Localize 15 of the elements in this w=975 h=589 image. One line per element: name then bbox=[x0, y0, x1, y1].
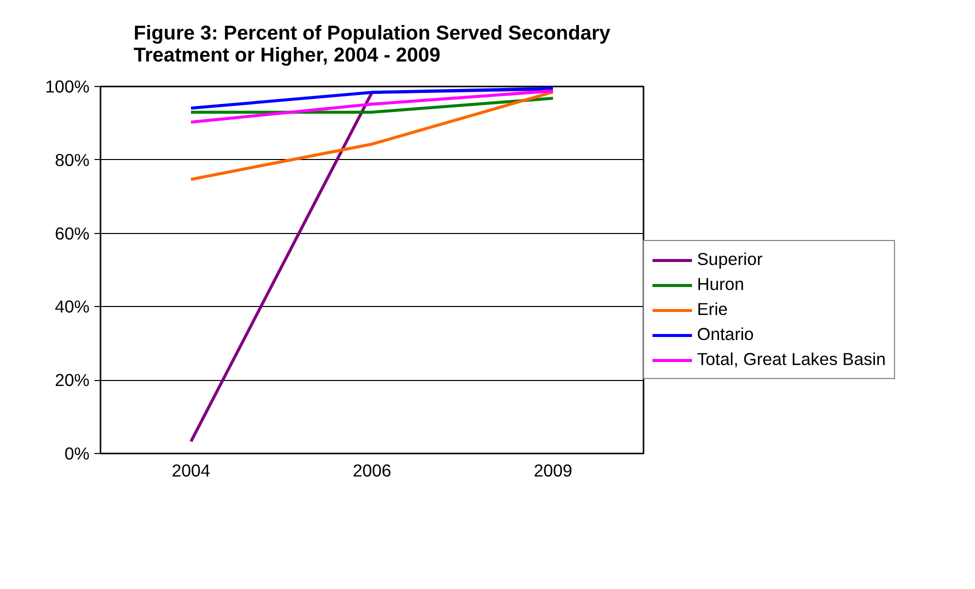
y-tick-label: 20% bbox=[54, 370, 90, 390]
x-tick-label: 2006 bbox=[352, 460, 392, 480]
y-tick-label: 40% bbox=[54, 296, 90, 317]
legend-label: Total, Great Lakes Basin bbox=[697, 349, 886, 370]
legend-label: Ontario bbox=[697, 324, 754, 345]
y-tick-label: 0% bbox=[64, 444, 90, 464]
y-tick-label: 100% bbox=[45, 76, 90, 96]
legend-label: Erie bbox=[697, 299, 728, 320]
chart-title: Figure 3: Percent of Population Served Secondary Treatment or Higher, 2004 - 2009 bbox=[134, 22, 612, 66]
x-tick-label: 2004 bbox=[172, 460, 211, 480]
legend-label: Superior bbox=[697, 249, 762, 270]
legend-label: Huron bbox=[697, 274, 744, 295]
y-tick-label: 60% bbox=[54, 223, 90, 244]
x-tick-label: 2009 bbox=[534, 460, 572, 480]
y-tick-label: 80% bbox=[54, 150, 90, 170]
